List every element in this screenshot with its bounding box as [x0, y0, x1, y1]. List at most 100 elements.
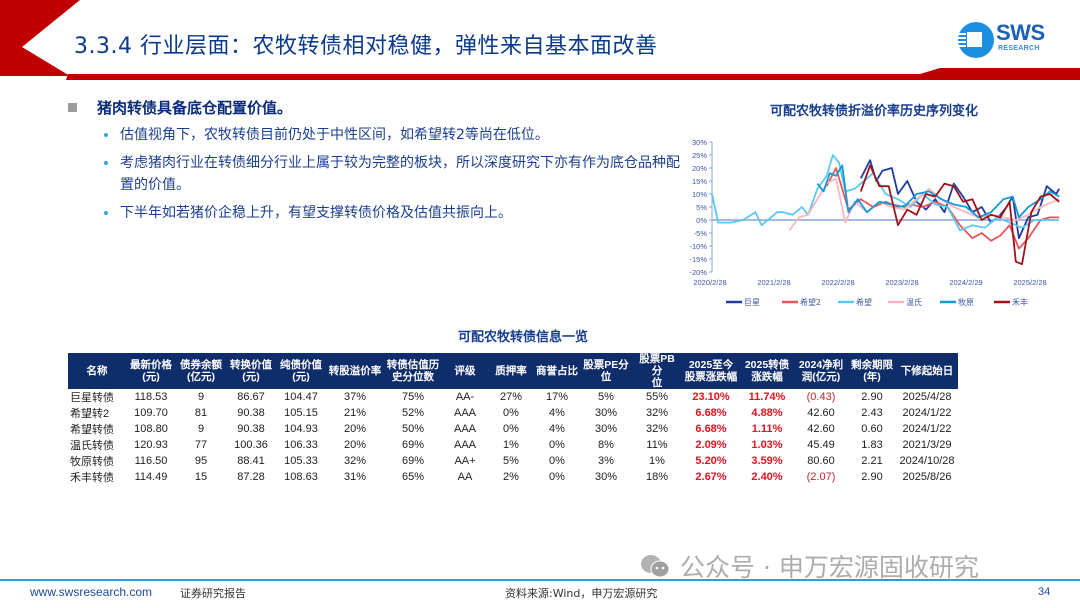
table-cell: 3%: [598, 455, 614, 467]
table-cell: 65%: [401, 471, 425, 483]
series-line: [816, 164, 1060, 219]
table-cell: 105.33: [284, 455, 318, 467]
table-cell: 1.03%: [751, 439, 783, 451]
column-header: 评级: [442, 353, 488, 389]
table-cell: 31%: [343, 471, 367, 483]
column-header: 下修起始日: [896, 353, 958, 389]
main-bullet-text: 猪肉转债具备底仓配置价值。: [97, 98, 293, 117]
svg-text:25%: 25%: [692, 151, 707, 160]
premium-rate-line-chart: 30% 25% 20% 15% 10% 5% 0% -5% -10% -15% -20%2020/2…: [689, 138, 1060, 307]
dot-bullet-icon: [104, 161, 108, 165]
sub-bullet: 下半年如若猪价企稳上升，有望支撑转债价格及估值共振向上。: [66, 202, 686, 224]
table-cell: 11.74%: [748, 391, 786, 403]
watermark-text: 公众号 · 申万宏源固收研究: [680, 553, 979, 582]
column-header: 转股溢价率: [326, 353, 384, 389]
column-header: 股票PB分位: [632, 353, 682, 389]
table-cell: 106.33: [284, 439, 318, 451]
page-number: 34: [1038, 586, 1051, 598]
svg-text:-20%: -20%: [689, 268, 707, 277]
logo-subtext: RESEARCH: [998, 45, 1040, 52]
table-cell: 37%: [343, 391, 367, 403]
table-cell: 希望转2: [70, 408, 110, 420]
svg-text:希望: 希望: [856, 297, 872, 307]
svg-text:-10%: -10%: [689, 242, 707, 251]
table-cell: 69%: [401, 455, 425, 467]
table-cell: 2021/3/29: [902, 439, 952, 451]
table-cell: 95: [194, 455, 208, 467]
table-cell: 18%: [645, 471, 669, 483]
table-cell: 3.59%: [751, 455, 783, 467]
bullet-list: 猪肉转债具备底仓配置价值。 估值视角下，农牧转债目前仍处于中性区间，如希望转2等…: [66, 96, 686, 224]
table-row: 禾丰转债 114.49 15 87.28 108.63 31% 65% AA 2% 0% 30% 18…: [68, 469, 958, 485]
table-cell: 1.11%: [751, 423, 783, 435]
table-cell: 2025/4/28: [902, 391, 952, 403]
series-line: [859, 159, 1060, 240]
column-header: 债券余额 (亿元): [176, 353, 226, 389]
table-cell: 0%: [503, 423, 519, 435]
dot-bullet-icon: [104, 211, 108, 215]
table-cell: AAA: [453, 423, 476, 435]
table-cell: 32%: [645, 423, 669, 435]
table-cell: AA-: [455, 391, 475, 403]
footer-divider: [0, 579, 1080, 581]
table-cell: 5.20%: [695, 455, 727, 467]
table-cell: 80.60: [807, 455, 835, 467]
logo-text: SWS: [996, 20, 1045, 45]
table-cell: 牧原转债: [70, 456, 114, 468]
table-cell: 104.47: [284, 391, 318, 403]
table-cell: 2024/1/22: [902, 407, 952, 419]
svg-text:10%: 10%: [692, 190, 707, 199]
svg-text:牧原: 牧原: [958, 297, 974, 307]
table-row: 希望转2 109.70 81 90.38 105.15 21% 52% AAA 0% 4% 30% 3…: [68, 405, 958, 421]
table-cell: 4%: [549, 423, 565, 435]
series-line: [711, 154, 1060, 232]
table-cell: 23.10%: [692, 391, 730, 403]
table-cell: 88.41: [237, 455, 265, 467]
svg-text:2023/2/28: 2023/2/28: [885, 278, 918, 287]
footer-report-type: 证券研究报告: [180, 587, 246, 600]
table-cell: 114.49: [134, 471, 168, 483]
table-cell: 0%: [549, 471, 565, 483]
svg-text:20%: 20%: [692, 164, 707, 173]
table-cell: 4%: [549, 407, 565, 419]
table-cell: 32%: [645, 407, 669, 419]
table-cell: 2.09%: [695, 439, 727, 451]
svg-text:15%: 15%: [692, 177, 707, 186]
column-header: 转债估值历 史分位数: [384, 353, 442, 389]
table-cell: 15: [194, 471, 208, 483]
svg-text:2024/2/29: 2024/2/29: [949, 278, 982, 287]
table-cell: 禾丰转债: [70, 472, 114, 484]
table-cell: 2024/10/28: [899, 455, 955, 467]
wechat-watermark: 公众号 · 申万宏源固收研究: [640, 548, 979, 584]
svg-text:2022/2/28: 2022/2/28: [821, 278, 854, 287]
table-cell: 5%: [598, 391, 614, 403]
table-cell: 21%: [343, 407, 367, 419]
svg-text:希望2: 希望2: [800, 297, 821, 307]
table-cell: 17%: [545, 391, 569, 403]
table-cell: 105.15: [284, 407, 318, 419]
table-cell: 温氏转债: [70, 440, 114, 452]
table-cell: AAA: [453, 439, 476, 451]
table-cell: 42.60: [807, 423, 835, 435]
table-cell: 32%: [343, 455, 367, 467]
table-cell: 45.49: [807, 439, 835, 451]
table-cell: 0%: [503, 407, 519, 419]
table-cell: 30%: [594, 423, 618, 435]
table-cell: 8%: [598, 439, 614, 451]
table-cell: 100.36: [234, 439, 268, 451]
table-cell: 11%: [646, 439, 668, 451]
table-row: 牧原转债 116.50 95 88.41 105.33 32% 69% AA+ 5% 0% 3% 1%…: [68, 453, 958, 469]
column-header: 最新价格 (元): [126, 353, 176, 389]
footer-website-link[interactable]: www.swsresearch.com: [30, 585, 153, 599]
table-cell: 2.90: [861, 391, 883, 403]
table-cell: AAA: [453, 407, 476, 419]
table-cell: 0%: [549, 439, 565, 451]
table-cell: 104.93: [284, 423, 318, 435]
table-cell: 2024/1/22: [902, 423, 952, 435]
column-header: 商誉占比: [534, 353, 580, 389]
table-cell: 52%: [401, 407, 425, 419]
svg-text:温氏: 温氏: [906, 298, 922, 307]
table-cell: 87.28: [237, 471, 265, 483]
column-header: 2024净利 润(亿元): [794, 353, 848, 389]
series-line: [788, 177, 1060, 231]
